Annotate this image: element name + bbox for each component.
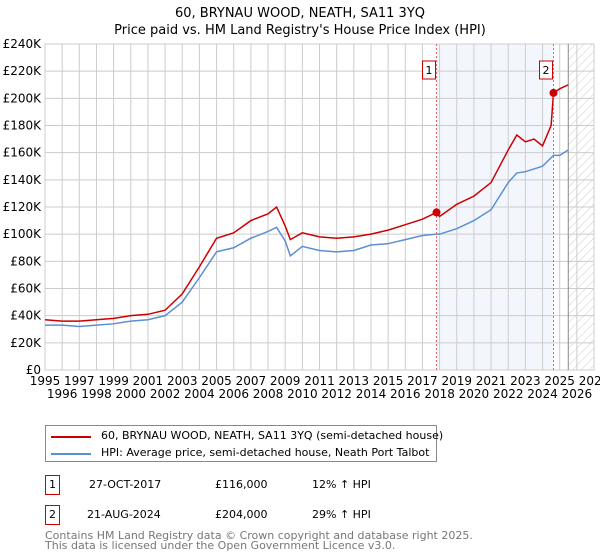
chart-title: 60, BRYNAU WOOD, NEATH, SA11 3YQ Price p… (0, 5, 600, 39)
footer-copyright: Contains HM Land Registry data © Crown c… (45, 529, 473, 542)
chart: 1 2 £0 £20K £40K £60K £80K £100K £120K £140K £160K… (3, 37, 600, 401)
x-tick-label: 2011 (304, 374, 335, 388)
x-tick-label: 2010 (287, 387, 318, 401)
x-tick-label: 2012 (321, 387, 352, 401)
y-tick-label: £20K (10, 336, 42, 350)
y-tick-label: £100K (3, 227, 43, 241)
y-tick-label: £240K (3, 37, 43, 51)
x-tick-label: 2019 (441, 374, 472, 388)
legend-swatch-hpi (51, 453, 91, 455)
x-tick-label: 2024 (527, 387, 558, 401)
sale-point (432, 208, 441, 217)
subtitle-line: Price paid vs. HM Land Registry's House … (114, 23, 486, 38)
x-tick-label: 2021 (476, 374, 507, 388)
series-line (44, 84, 569, 322)
sale-number: 1 (45, 475, 60, 495)
sale-price: £204,000 (215, 508, 268, 521)
sale-label-box (422, 60, 437, 80)
y-tick-label: £200K (3, 91, 43, 105)
x-tick-label: 2015 (373, 374, 404, 388)
x-tick-label: 2002 (150, 387, 181, 401)
x-tick-label: 2005 (201, 374, 232, 388)
x-tick-label: 2001 (133, 374, 164, 388)
x-tick-label: 2020 (459, 387, 490, 401)
title-line: 60, BRYNAU WOOD, NEATH, SA11 3YQ (174, 6, 426, 21)
x-tick-label: 2017 (407, 374, 438, 388)
sale-label: 2 (543, 64, 550, 77)
legend-swatch-property (51, 436, 91, 438)
legend: 60, BRYNAU WOOD, NEATH, SA11 3YQ (semi-d… (45, 425, 443, 462)
series-line (45, 149, 569, 328)
plot-border (44, 43, 595, 371)
x-tick-label: 2004 (184, 387, 215, 401)
legend-label-hpi: HPI: Average price, semi-detached house,… (101, 446, 430, 459)
sale-hpi: 12% ↑ HPI (312, 478, 371, 491)
x-tick-label: 2003 (167, 374, 198, 388)
x-tick-label: 2006 (218, 387, 249, 401)
sale-number: 2 (45, 505, 60, 525)
x-tick-label: 2026 (562, 387, 593, 401)
x-tick-label: 1998 (81, 387, 112, 401)
sale-row: 1 27-OCT-2017 £116,000 12% ↑ HPI (45, 475, 445, 495)
y-tick-label: £80K (10, 254, 42, 268)
sale-label-box (539, 60, 554, 80)
sale-label: 1 (426, 64, 433, 77)
footer: Contains HM Land Registry data © Crown c… (45, 529, 473, 552)
x-tick-label: 1995 (30, 374, 61, 388)
x-tick-label: 2013 (339, 374, 370, 388)
y-tick-label: £40K (10, 309, 42, 323)
x-tick-label: 2007 (236, 374, 267, 388)
y-tick-label: £0 (26, 363, 41, 377)
x-tick-label: 2008 (253, 387, 284, 401)
x-tick-label: 2025 (544, 374, 575, 388)
sale-date: 27-OCT-2017 (89, 478, 162, 491)
x-tick-label: 2016 (390, 387, 421, 401)
x-tick-label: 2000 (116, 387, 147, 401)
x-tick-label: 2014 (356, 387, 387, 401)
x-tick-label: 2022 (493, 387, 524, 401)
y-tick-label: £140K (3, 173, 43, 187)
legend-label-property: 60, BRYNAU WOOD, NEATH, SA11 3YQ (semi-d… (101, 429, 444, 442)
sale-row: 2 21-AUG-2024 £204,000 29% ↑ HPI (45, 505, 445, 525)
y-tick-label: £180K (3, 119, 43, 133)
sale-point (549, 88, 558, 97)
x-tick-label: 1997 (64, 374, 95, 388)
x-tick-label: 2009 (270, 374, 301, 388)
y-tick-label: £120K (3, 200, 43, 214)
sale-date: 21-AUG-2024 (87, 508, 161, 521)
sale-price: £116,000 (215, 478, 268, 491)
y-tick-label: £220K (3, 64, 43, 78)
y-tick-label: £60K (10, 282, 42, 296)
x-tick-label: 2023 (510, 374, 541, 388)
sale-hpi: 29% ↑ HPI (312, 508, 371, 521)
x-tick-label: 1996 (47, 387, 78, 401)
x-tick-label: 1999 (98, 374, 129, 388)
footer-licence: This data is licensed under the Open Gov… (45, 539, 396, 552)
x-tick-label: 2018 (424, 387, 455, 401)
y-tick-label: £160K (3, 146, 43, 160)
x-tick-label: 2027 (579, 374, 600, 388)
